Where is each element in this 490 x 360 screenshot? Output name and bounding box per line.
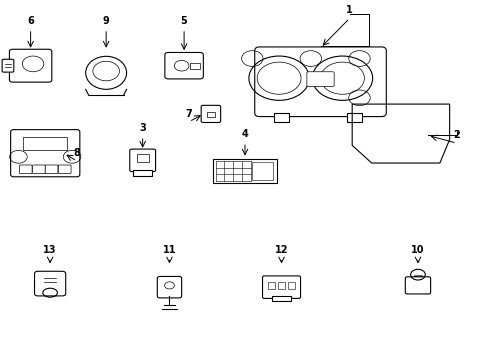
- Bar: [206, 112, 215, 117]
- FancyBboxPatch shape: [405, 277, 431, 294]
- Text: 7: 7: [186, 109, 193, 119]
- Bar: [272, 296, 291, 301]
- FancyBboxPatch shape: [20, 165, 32, 174]
- Bar: [252, 162, 273, 180]
- FancyBboxPatch shape: [9, 49, 52, 82]
- Bar: [137, 154, 148, 162]
- Text: 12: 12: [275, 245, 288, 255]
- Text: 5: 5: [181, 16, 188, 26]
- Text: 11: 11: [163, 245, 176, 255]
- FancyBboxPatch shape: [263, 276, 300, 298]
- FancyBboxPatch shape: [34, 271, 66, 296]
- Bar: [190, 63, 200, 69]
- FancyBboxPatch shape: [130, 149, 156, 172]
- Bar: [288, 282, 294, 289]
- FancyBboxPatch shape: [45, 165, 58, 174]
- FancyBboxPatch shape: [255, 47, 386, 117]
- Text: 8: 8: [74, 148, 80, 158]
- Text: 9: 9: [103, 16, 110, 26]
- Text: 2: 2: [454, 130, 460, 140]
- FancyBboxPatch shape: [58, 165, 71, 174]
- Bar: [133, 170, 152, 176]
- Text: 13: 13: [43, 245, 57, 255]
- Bar: [213, 159, 277, 183]
- FancyBboxPatch shape: [11, 130, 80, 177]
- Text: 10: 10: [411, 245, 425, 255]
- Bar: [269, 282, 275, 289]
- FancyBboxPatch shape: [201, 105, 220, 122]
- FancyBboxPatch shape: [307, 72, 334, 86]
- Bar: [274, 113, 289, 122]
- FancyBboxPatch shape: [165, 53, 203, 79]
- FancyBboxPatch shape: [32, 165, 45, 174]
- Bar: [278, 282, 285, 289]
- Bar: [347, 113, 362, 122]
- Text: 6: 6: [27, 16, 34, 26]
- Text: 3: 3: [139, 123, 146, 133]
- FancyBboxPatch shape: [2, 59, 14, 72]
- Bar: [24, 137, 67, 150]
- Text: 1: 1: [346, 5, 353, 15]
- Text: 4: 4: [242, 129, 248, 139]
- FancyBboxPatch shape: [157, 276, 182, 298]
